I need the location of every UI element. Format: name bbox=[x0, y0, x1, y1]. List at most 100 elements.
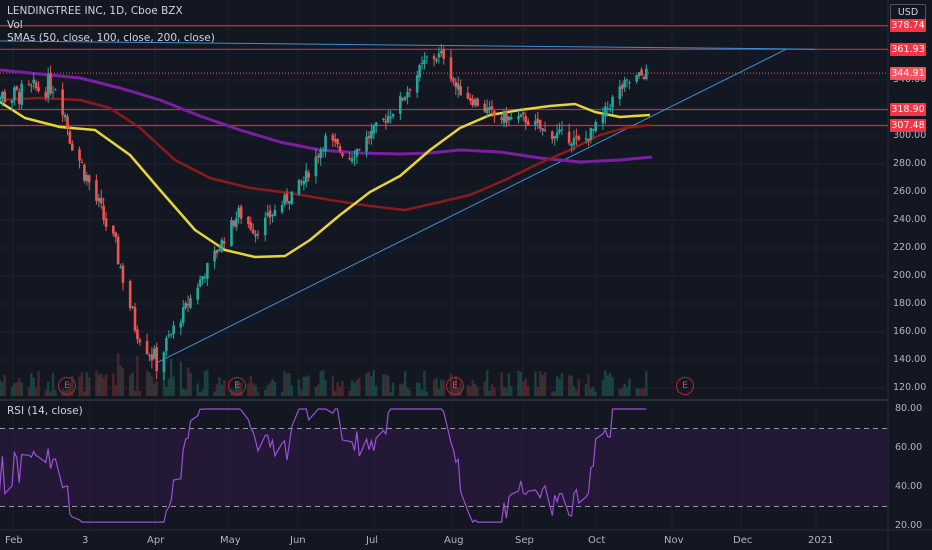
candle-body bbox=[10, 100, 14, 103]
price-tag[interactable]: 344.91 bbox=[890, 66, 926, 80]
candle-body bbox=[249, 222, 253, 230]
candle-body bbox=[68, 131, 72, 144]
volume-bar bbox=[350, 380, 354, 396]
earnings-marker[interactable]: E bbox=[446, 377, 464, 395]
time-tick-label: Jul bbox=[366, 535, 379, 546]
volume-bar bbox=[466, 385, 470, 396]
volume-bar bbox=[541, 375, 544, 396]
volume-bar bbox=[288, 372, 291, 396]
earnings-marker[interactable]: E bbox=[228, 377, 246, 395]
candle-body bbox=[317, 155, 320, 157]
candle-body bbox=[623, 80, 626, 88]
volume-bar bbox=[341, 381, 344, 396]
candle-body bbox=[454, 82, 458, 88]
candle-body bbox=[440, 50, 443, 54]
earnings-marker[interactable]: E bbox=[58, 377, 76, 395]
candle-body bbox=[471, 99, 474, 106]
candle-body bbox=[333, 138, 337, 142]
price-tag[interactable]: 318.90 bbox=[890, 103, 926, 117]
price-tick-label: 120.00 bbox=[893, 382, 927, 393]
candle-body bbox=[186, 303, 190, 306]
volume-bar bbox=[618, 389, 622, 396]
candle-body bbox=[102, 205, 105, 220]
candle-body bbox=[391, 114, 395, 117]
volume-bar bbox=[485, 370, 489, 396]
volume-bar bbox=[268, 382, 272, 396]
candle-body bbox=[63, 114, 67, 118]
volume-bar bbox=[536, 386, 540, 396]
price-tick-label: 300.00 bbox=[893, 130, 927, 141]
rsi-legend[interactable]: RSI (14, close) bbox=[7, 405, 83, 417]
candle-body bbox=[365, 136, 368, 152]
candle-body bbox=[87, 175, 91, 183]
candle-body bbox=[133, 307, 137, 331]
candle-body bbox=[485, 107, 489, 113]
candle-body bbox=[206, 262, 209, 279]
candle-body bbox=[20, 83, 23, 105]
candle-body bbox=[99, 197, 103, 204]
candle-body bbox=[34, 82, 38, 89]
volume-bar bbox=[78, 376, 81, 396]
candle-body bbox=[490, 106, 494, 110]
candle-body bbox=[435, 59, 438, 62]
candle-body bbox=[213, 250, 216, 262]
volume-bar bbox=[635, 388, 638, 396]
candle-body bbox=[502, 112, 506, 123]
volume-bar bbox=[567, 375, 571, 396]
candle-body bbox=[406, 91, 409, 98]
volume-bar bbox=[256, 391, 260, 396]
price-tick-label: 280.00 bbox=[893, 158, 927, 169]
candle-body bbox=[331, 135, 335, 141]
candle-body bbox=[635, 75, 638, 82]
volume-bar bbox=[391, 382, 395, 396]
time-tick-label: May bbox=[220, 535, 241, 546]
candle-body bbox=[575, 136, 578, 138]
symbol-title[interactable]: LENDINGTREE INC, 1D, Cboe BZX bbox=[7, 5, 183, 17]
price-tag[interactable]: 361.93 bbox=[890, 42, 926, 56]
trendline bbox=[0, 40, 816, 50]
earnings-marker[interactable]: E bbox=[676, 377, 694, 395]
volume-bar bbox=[589, 388, 593, 396]
candle-body bbox=[350, 158, 354, 162]
time-tick-label: 2021 bbox=[808, 535, 834, 546]
candle-body bbox=[184, 303, 187, 309]
volume-bar bbox=[517, 371, 520, 396]
sma-legend[interactable]: SMAs (50, close, 100, close, 200, close) bbox=[7, 32, 215, 44]
volume-bar bbox=[314, 386, 318, 396]
price-tag[interactable]: 378.74 bbox=[890, 19, 926, 33]
candle-body bbox=[104, 218, 108, 227]
candle-body bbox=[353, 157, 356, 159]
candle-body bbox=[466, 92, 470, 99]
candle-body bbox=[423, 59, 426, 65]
time-tick-label: 3 bbox=[82, 535, 89, 546]
candle-body bbox=[611, 96, 614, 108]
candle-body bbox=[341, 153, 344, 156]
candle-body bbox=[640, 69, 643, 76]
candle-body bbox=[587, 138, 590, 142]
volume-bar bbox=[555, 376, 559, 396]
candle-body bbox=[432, 56, 436, 60]
volume-bar bbox=[148, 372, 151, 396]
price-tag[interactable]: 307.48 bbox=[890, 119, 926, 133]
candle-body bbox=[403, 96, 407, 100]
volume-bar bbox=[572, 386, 576, 396]
volume-bar bbox=[575, 389, 578, 396]
volume-bar bbox=[220, 384, 224, 396]
candle-body bbox=[232, 220, 236, 226]
volume-bar bbox=[215, 383, 219, 396]
volume-label[interactable]: Vol bbox=[7, 19, 23, 31]
trendlines[interactable] bbox=[0, 40, 816, 364]
candle-body bbox=[0, 96, 2, 101]
candle-body bbox=[198, 279, 202, 287]
volume-bar bbox=[502, 386, 506, 396]
volume-bar bbox=[601, 379, 605, 396]
volume-bar bbox=[336, 382, 339, 396]
volume-bar bbox=[539, 371, 542, 396]
volume-bar bbox=[179, 361, 183, 396]
time-tick-label: Oct bbox=[588, 535, 606, 546]
candle-body bbox=[13, 87, 16, 101]
volume-bar bbox=[440, 379, 443, 396]
candle-body bbox=[27, 83, 31, 85]
volume-bar bbox=[331, 375, 334, 396]
